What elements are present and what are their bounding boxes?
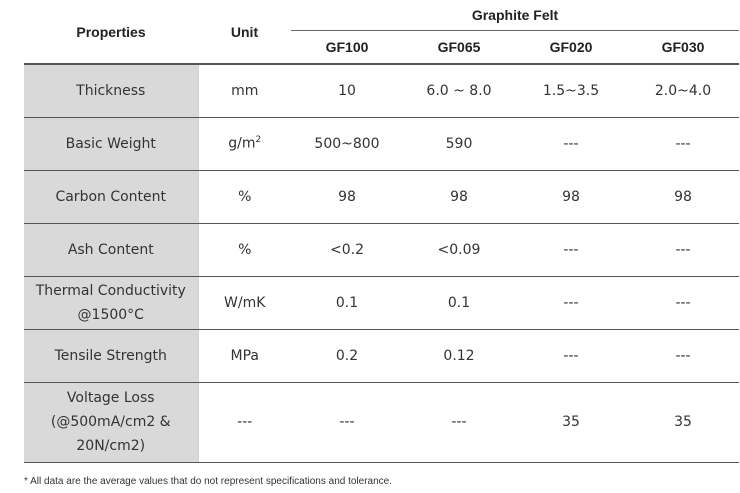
row-unit: --- [197,382,291,463]
row-unit: % [197,223,291,277]
value-cell: --- [627,117,740,171]
value-cell: --- [627,276,740,330]
value-cell: --- [627,223,740,277]
value-cell: --- [515,117,627,171]
value-cell: --- [291,382,403,463]
table-row: Basic Weight g/m2 500~800 590 --- --- [24,117,740,171]
value-cell: 98 [403,170,515,224]
value-cell: 98 [291,170,403,224]
value-cell: 0.2 [291,329,403,383]
row-property: Tensile Strength [24,329,198,383]
row-property: Ash Content [24,223,198,277]
unit-superscript: 2 [255,135,262,146]
property-line: (@500mA/cm2 & [50,414,171,430]
value-cell: 35 [627,382,740,463]
table-row: Thermal Conductivity @1500°C W/mK 0.1 0.… [24,276,740,330]
value-cell: --- [515,223,627,277]
header-properties: Properties [24,0,198,65]
table-row: Voltage Loss (@500mA/cm2 & 20N/cm2) --- … [24,382,740,463]
value-cell: 35 [515,382,627,463]
value-cell: --- [627,329,740,383]
header-grade-gf100: GF100 [291,30,403,65]
header-unit: Unit [198,0,291,65]
property-line: Voltage Loss [66,390,155,406]
row-unit: mm [197,64,291,118]
value-cell: 500~800 [291,117,403,171]
value-cell: 98 [627,170,740,224]
header-grade-gf030: GF030 [627,30,740,65]
row-unit: % [197,170,291,224]
header-graphite-felt: Graphite Felt [471,7,559,23]
row-unit: g/m2 [197,117,291,171]
value-cell: 0.1 [403,276,515,330]
value-cell: <0.2 [291,223,403,277]
value-cell: 6.0 ~ 8.0 [403,64,515,118]
value-cell: --- [515,329,627,383]
value-cell: 10 [291,64,403,118]
row-unit: W/mK [197,276,291,330]
value-cell: 590 [403,117,515,171]
table-row: Ash Content % <0.2 <0.09 --- --- [24,223,740,277]
property-line: @1500°C [77,306,144,323]
property-line: Thermal Conductivity [35,282,186,299]
row-property: Carbon Content [24,170,198,224]
table-row: Carbon Content % 98 98 98 98 [24,170,740,224]
row-property: Voltage Loss (@500mA/cm2 & 20N/cm2) [24,382,198,463]
value-cell: 1.5~3.5 [515,64,627,118]
unit-base: g/m [228,135,256,152]
value-cell: --- [403,382,515,463]
value-cell: 0.1 [291,276,403,330]
header-grade-gf065: GF065 [403,30,515,65]
table-row: Tensile Strength MPa 0.2 0.12 --- --- [24,329,740,383]
row-property: Thermal Conductivity @1500°C [24,276,198,330]
table-row: Thickness mm 10 6.0 ~ 8.0 1.5~3.5 2.0~4.… [24,64,740,118]
header-grade-gf020: GF020 [515,30,627,65]
row-unit: MPa [197,329,291,383]
value-cell: 0.12 [403,329,515,383]
footnote: * All data are the average values that d… [24,476,393,487]
property-line: 20N/cm2) [76,438,146,454]
value-cell: 2.0~4.0 [627,64,740,118]
row-property: Basic Weight [24,117,198,171]
value-cell: <0.09 [403,223,515,277]
properties-table: Properties Unit Graphite Felt GF100 GF06… [24,0,740,463]
row-property: Thickness [24,64,198,118]
value-cell: 98 [515,170,627,224]
value-cell: --- [515,276,627,330]
